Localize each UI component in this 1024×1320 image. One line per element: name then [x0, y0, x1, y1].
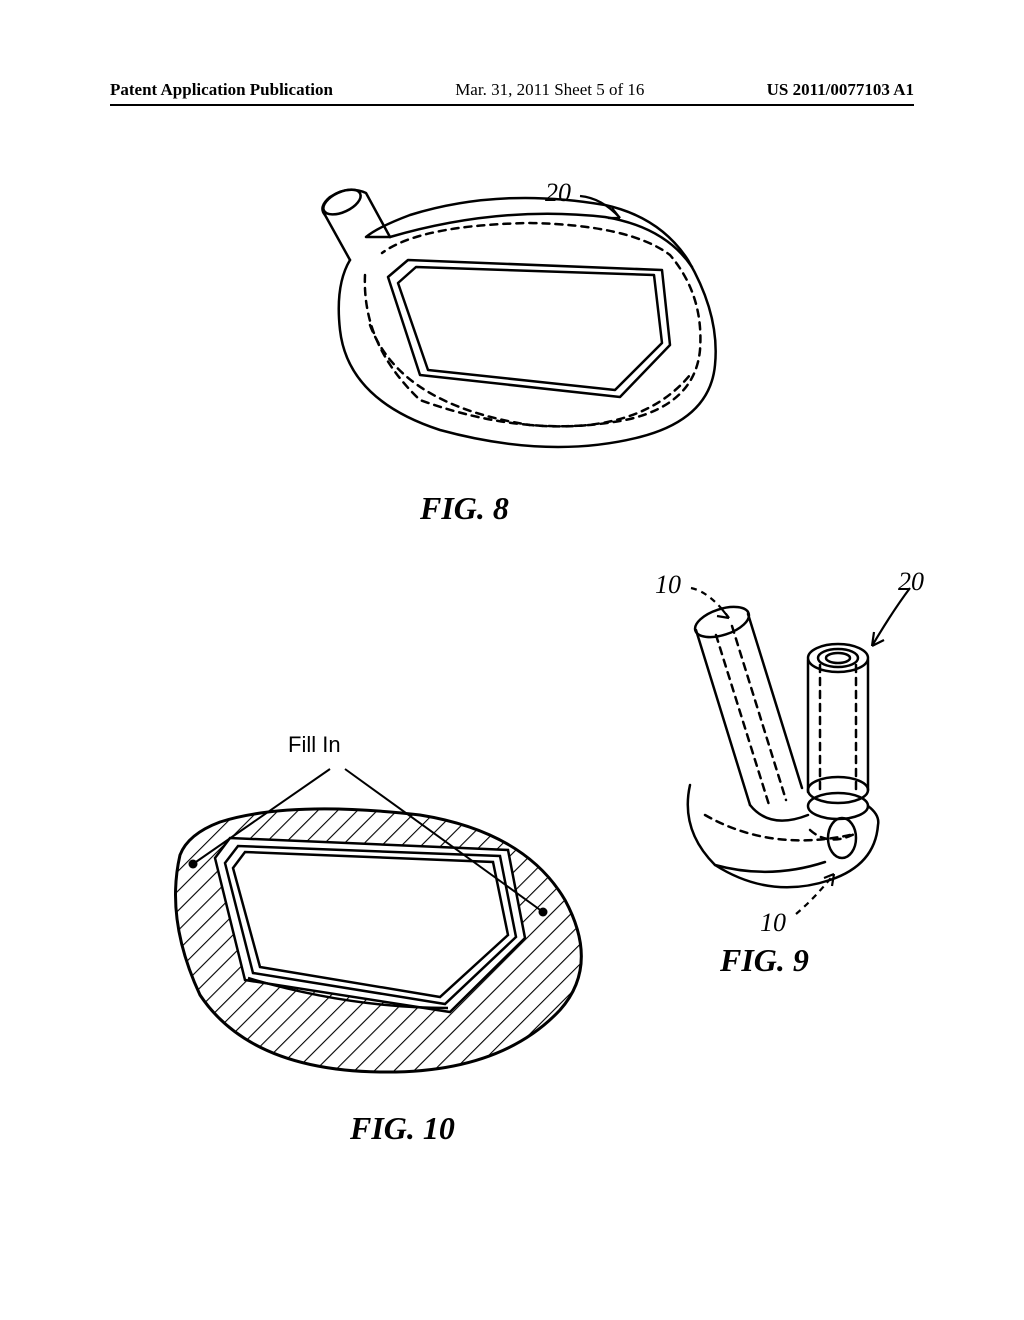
figure-8-drawing [270, 175, 750, 475]
figure-10-label: FIG. 10 [350, 1110, 455, 1147]
fig9-ref10-top-arrow [685, 580, 745, 630]
header-pub-number: US 2011/0077103 A1 [767, 80, 914, 100]
patent-header: Patent Application Publication Mar. 31, … [110, 80, 914, 106]
figure-9-label: FIG. 9 [720, 942, 809, 979]
fig9-ref10-bottom-arrow [790, 868, 850, 923]
header-date-sheet: Mar. 31, 2011 Sheet 5 of 16 [455, 80, 644, 100]
fig9-ref-10-top: 10 [655, 570, 681, 600]
figure-10-drawing [130, 760, 600, 1090]
fig9-ref-10-bottom: 10 [760, 908, 786, 938]
fig8-ref20-arrow [572, 188, 642, 228]
fig9-ref20-arrow [862, 582, 922, 662]
header-publication: Patent Application Publication [110, 80, 333, 100]
fig10-fillin-label: Fill In [288, 732, 341, 758]
figure-8-label: FIG. 8 [420, 490, 509, 527]
fig8-ref-20: 20 [545, 178, 571, 208]
